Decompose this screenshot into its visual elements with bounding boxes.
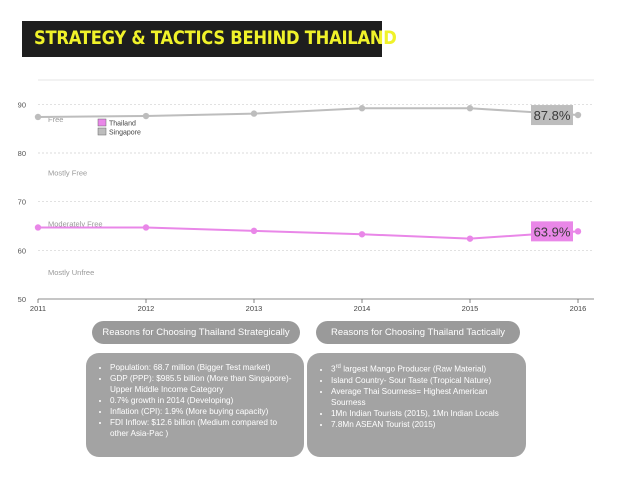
list-item: 0.7% growth in 2014 (Developing) xyxy=(110,395,294,406)
list-item: FDI Inflow: $12.6 billion (Medium compar… xyxy=(110,417,294,439)
tactical-header: Reasons for Choosing Thailand Tactically xyxy=(316,321,520,344)
strategic-reasons-list: Population: 68.7 million (Bigger Test ma… xyxy=(86,353,304,439)
legend-swatch xyxy=(97,118,107,127)
data-point-thailand xyxy=(250,227,258,235)
data-point-singapore xyxy=(574,111,582,119)
list-item: 3rd largest Mango Producer (Raw Material… xyxy=(331,362,516,375)
legend-label: Singapore xyxy=(109,130,141,137)
data-point-singapore xyxy=(466,105,474,112)
list-item: GDP (PPP): $985.5 billion (More than Sin… xyxy=(110,373,294,395)
value-callout-box xyxy=(531,221,573,242)
value-callout-label: 87.8% xyxy=(534,108,571,123)
data-point-singapore xyxy=(142,112,150,120)
tactical-reasons-box: 3rd largest Mango Producer (Raw Material… xyxy=(307,353,526,457)
page-title: STRATEGY & TACTICS BEHIND THAILAND xyxy=(34,27,397,49)
data-point-thailand xyxy=(574,228,582,235)
list-item: Island Country- Sour Taste (Tropical Nat… xyxy=(331,375,516,386)
legend-swatch xyxy=(97,127,107,136)
x-tick-label: 2013 xyxy=(246,304,263,313)
data-point-thailand xyxy=(466,235,474,242)
y-tick-label: 50 xyxy=(18,295,26,304)
tactical-reasons-list: 3rd largest Mango Producer (Raw Material… xyxy=(307,353,526,430)
data-point-thailand xyxy=(34,224,42,231)
y-tick-label: 60 xyxy=(18,246,26,255)
x-tick-label: 2014 xyxy=(354,304,371,313)
zone-label: Moderately Free xyxy=(48,220,103,229)
x-tick-label: 2011 xyxy=(30,304,46,313)
zone-label: Free xyxy=(48,115,63,124)
title-banner: STRATEGY & TACTICS BEHIND THAILAND xyxy=(22,21,397,57)
x-tick-label: 2012 xyxy=(138,304,155,313)
x-tick-label: 2016 xyxy=(570,304,587,313)
data-point-thailand xyxy=(142,224,150,231)
value-callout-label: 63.9% xyxy=(534,224,571,239)
legend-label: Thailand xyxy=(109,121,136,128)
series-line-thailand xyxy=(38,226,579,240)
data-point-singapore xyxy=(358,105,366,112)
value-callout-box xyxy=(531,105,573,126)
list-item: Average Thai Sourness= Highest American … xyxy=(331,386,516,408)
data-point-singapore xyxy=(250,110,258,117)
strategic-header: Reasons for Choosing Thailand Strategica… xyxy=(92,321,300,344)
list-item: 1Mn Indian Tourists (2015), 1Mn Indian L… xyxy=(331,408,516,419)
series-line-singapore xyxy=(37,107,579,118)
y-tick-label: 90 xyxy=(18,100,26,109)
data-point-thailand xyxy=(358,231,366,238)
list-item: Inflation (CPI): 1.9% (More buying capac… xyxy=(110,406,294,417)
strategic-reasons-box: Population: 68.7 million (Bigger Test ma… xyxy=(86,353,304,457)
list-item: Population: 68.7 million (Bigger Test ma… xyxy=(110,362,294,373)
zone-label: Mostly Unfree xyxy=(48,268,94,277)
zone-label: Mostly Free xyxy=(48,168,87,177)
plot-area xyxy=(38,80,578,299)
list-item: 7.8Mn ASEAN Tourist (2015) xyxy=(331,419,516,430)
y-tick-label: 70 xyxy=(18,198,26,207)
freedom-index-chart: 50 60 70 80 90 2011 2012 2013 2014 2015 2016 Free Mo… xyxy=(18,79,594,313)
data-point-singapore xyxy=(34,113,42,121)
x-tick-label: 2015 xyxy=(462,304,479,313)
y-tick-label: 80 xyxy=(18,149,26,158)
